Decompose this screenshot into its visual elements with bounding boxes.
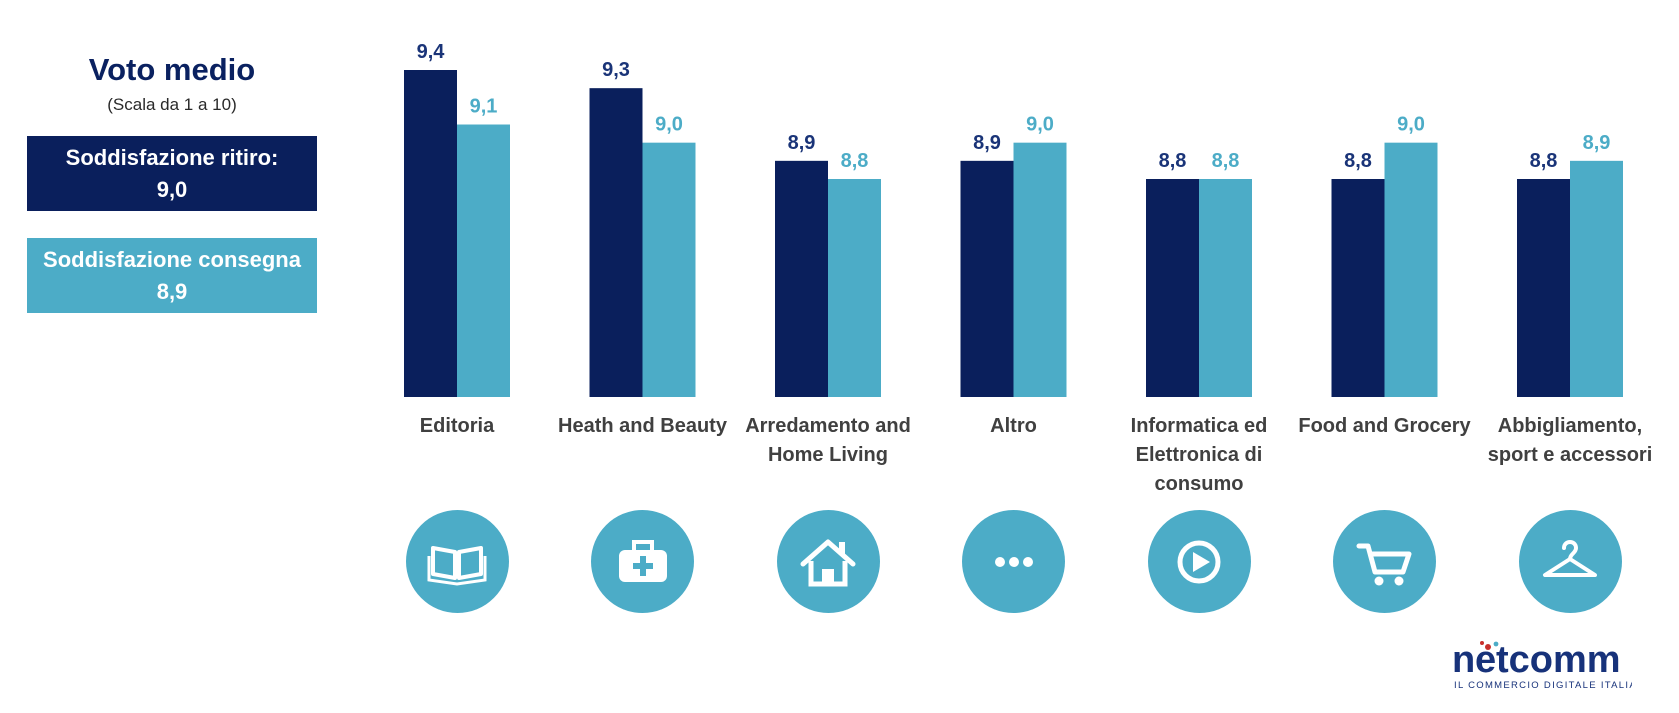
data-label-consegna-3: 8,8	[841, 150, 869, 172]
bar-consegna-5	[1199, 179, 1252, 397]
legend-title: Voto medio	[88, 52, 256, 87]
legend-subtitle: (Scala da 1 a 10)	[107, 95, 237, 114]
category-label-4: Altro	[919, 412, 1109, 441]
data-label-consegna-2: 9,0	[655, 114, 683, 136]
category-label-line: Elettronica di	[1135, 444, 1263, 466]
category-label-line: sport e accessori	[1487, 444, 1653, 466]
bar-consegna-3	[828, 179, 881, 397]
data-label-consegna-5: 8,8	[1212, 150, 1240, 172]
category-label-3: Arredamento and Home Living	[733, 412, 923, 470]
category-label-line: Arredamento and	[745, 415, 911, 437]
bar-ritiro-5	[1146, 179, 1199, 397]
legend-consegna-label: Soddisfazione consegna	[43, 246, 301, 272]
category-label-line: Editoria	[419, 415, 495, 437]
medical-kit-icon	[591, 510, 694, 613]
category-label-line: consumo	[1154, 473, 1244, 495]
category-label-7: Abbigliamento, sport e accessori	[1475, 412, 1665, 470]
category-label-line: Home Living	[767, 444, 888, 466]
bar-ritiro-6	[1331, 179, 1385, 397]
bar-ritiro-4	[960, 160, 1014, 397]
legend-consegna-value: 8,9	[156, 278, 188, 304]
category-label-line: Informatica ed	[1130, 415, 1268, 437]
data-label-ritiro-5: 8,8	[1159, 150, 1187, 172]
bar-ritiro-7	[1517, 179, 1570, 397]
data-label-consegna-6: 9,0	[1397, 114, 1425, 136]
legend-consegna-box: Soddisfazione consegna 8,9	[27, 238, 317, 313]
category-label-line: Heath and Beauty	[558, 415, 727, 437]
netcomm-logo: n e tcomm IL COMMERCIO DIGITALE ITALIANO	[1452, 638, 1653, 713]
shopping-cart-icon	[1333, 510, 1436, 613]
bar-consegna-6	[1384, 142, 1438, 397]
category-label-1: Editoria	[362, 412, 552, 441]
bar-ritiro-1	[404, 70, 457, 397]
clothes-hanger-icon	[1518, 510, 1622, 613]
data-label-consegna-1: 9,1	[470, 96, 498, 118]
svg-text:tcomm: tcomm	[1496, 639, 1621, 681]
data-label-ritiro-7: 8,8	[1530, 150, 1558, 172]
bar-consegna-7	[1570, 160, 1623, 397]
home-icon	[776, 510, 880, 613]
data-label-consegna-7: 8,9	[1583, 132, 1611, 154]
data-label-ritiro-2: 9,3	[602, 59, 630, 81]
category-label-2: Heath and Beauty	[548, 412, 738, 441]
more-dots-icon	[962, 510, 1065, 613]
bar-consegna-1	[457, 124, 510, 397]
data-label-ritiro-6: 8,8	[1344, 150, 1372, 172]
svg-text:n: n	[1452, 639, 1475, 681]
category-label-line: Food and Grocery	[1298, 415, 1471, 437]
category-label-6: Food and Grocery	[1290, 412, 1480, 441]
bar-consegna-4	[1013, 142, 1067, 397]
bar-consegna-2	[642, 142, 696, 397]
play-circle-icon	[1147, 510, 1251, 613]
svg-text:e: e	[1475, 639, 1496, 681]
bar-ritiro-2	[589, 88, 643, 398]
data-label-ritiro-4: 8,9	[973, 132, 1001, 154]
category-label-line: Abbigliamento,	[1497, 415, 1643, 437]
svg-text:IL COMMERCIO DIGITALE ITALIANO: IL COMMERCIO DIGITALE ITALIANO	[1454, 680, 1632, 691]
book-icon	[405, 510, 509, 613]
legend-ritiro-label: Soddisfazione ritiro:	[65, 144, 279, 170]
category-label-line: Altro	[990, 415, 1037, 437]
category-label-5: Informatica ed Elettronica di consumo	[1104, 412, 1294, 499]
legend-ritiro-box: Soddisfazione ritiro: 9,0	[27, 136, 317, 211]
bar-ritiro-3	[775, 160, 828, 397]
data-label-consegna-4: 9,0	[1026, 114, 1054, 136]
data-label-ritiro-1: 9,4	[417, 41, 446, 63]
netcomm-logo-graphic: n e tcomm IL COMMERCIO DIGITALE ITALIANO	[1452, 639, 1653, 691]
legend-ritiro-value: 9,0	[156, 176, 188, 202]
data-label-ritiro-3: 8,9	[788, 132, 816, 154]
